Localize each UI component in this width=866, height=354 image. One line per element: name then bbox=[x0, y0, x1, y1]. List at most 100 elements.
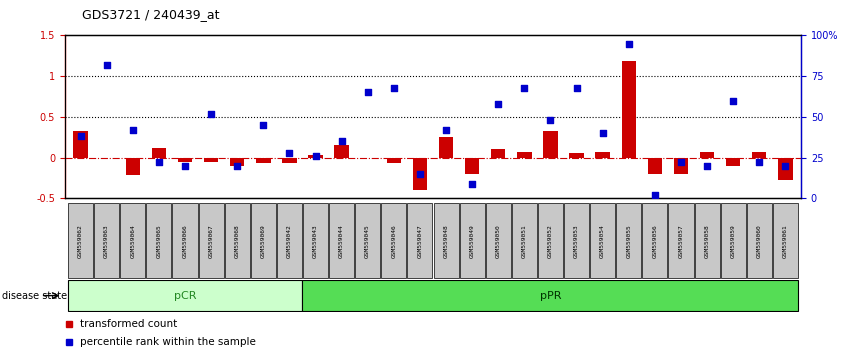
Bar bbox=[517, 152, 532, 158]
Bar bbox=[752, 152, 766, 158]
Bar bbox=[695, 203, 720, 278]
Bar bbox=[172, 203, 197, 278]
Text: GSM559057: GSM559057 bbox=[678, 224, 683, 258]
Bar bbox=[251, 203, 276, 278]
Text: GSM559048: GSM559048 bbox=[443, 224, 449, 258]
Bar bbox=[726, 158, 740, 166]
Bar bbox=[648, 158, 662, 174]
Bar bbox=[596, 152, 610, 158]
Text: GSM559050: GSM559050 bbox=[495, 224, 501, 258]
Point bbox=[439, 127, 453, 133]
Text: GSM559049: GSM559049 bbox=[469, 224, 475, 258]
Bar bbox=[329, 203, 354, 278]
Bar bbox=[152, 148, 166, 158]
Point bbox=[178, 163, 192, 169]
Point bbox=[727, 98, 740, 103]
Point bbox=[570, 85, 584, 90]
Point bbox=[387, 85, 401, 90]
Point bbox=[544, 117, 558, 123]
Bar bbox=[643, 203, 668, 278]
Text: GSM559042: GSM559042 bbox=[287, 224, 292, 258]
Bar bbox=[277, 203, 302, 278]
Bar bbox=[230, 158, 244, 166]
Bar bbox=[302, 280, 798, 311]
Point bbox=[753, 160, 766, 165]
Point bbox=[361, 90, 375, 95]
Bar bbox=[308, 155, 323, 158]
Point bbox=[152, 160, 166, 165]
Text: GSM559051: GSM559051 bbox=[522, 224, 527, 258]
Point bbox=[308, 153, 322, 159]
Text: GSM559043: GSM559043 bbox=[313, 224, 318, 258]
Bar bbox=[386, 158, 401, 163]
Bar bbox=[590, 203, 615, 278]
Bar bbox=[224, 203, 249, 278]
Text: GSM559055: GSM559055 bbox=[626, 224, 631, 258]
Text: GSM559044: GSM559044 bbox=[339, 224, 344, 258]
Bar bbox=[622, 62, 636, 158]
Bar bbox=[74, 131, 87, 158]
Bar bbox=[204, 158, 218, 162]
Bar bbox=[256, 158, 270, 163]
Text: GSM559045: GSM559045 bbox=[365, 224, 371, 258]
Text: GSM559054: GSM559054 bbox=[600, 224, 605, 258]
Bar bbox=[198, 203, 223, 278]
Bar bbox=[146, 203, 171, 278]
Text: GSM559069: GSM559069 bbox=[261, 224, 266, 258]
Bar bbox=[303, 203, 328, 278]
Text: GSM559058: GSM559058 bbox=[705, 224, 709, 258]
Text: GSM559059: GSM559059 bbox=[731, 224, 736, 258]
Text: GSM559061: GSM559061 bbox=[783, 224, 788, 258]
Point bbox=[517, 85, 531, 90]
Bar bbox=[721, 203, 746, 278]
Point bbox=[230, 163, 244, 169]
Text: GSM559047: GSM559047 bbox=[417, 224, 423, 258]
Point bbox=[622, 41, 636, 46]
Point bbox=[413, 171, 427, 177]
Bar bbox=[434, 203, 459, 278]
Bar bbox=[772, 203, 798, 278]
Text: GSM559056: GSM559056 bbox=[652, 224, 657, 258]
Text: GSM559063: GSM559063 bbox=[104, 224, 109, 258]
Bar bbox=[120, 203, 145, 278]
Bar bbox=[669, 203, 694, 278]
Point bbox=[282, 150, 296, 155]
Point bbox=[74, 133, 87, 139]
Bar bbox=[543, 131, 558, 158]
Point bbox=[465, 181, 479, 187]
Bar bbox=[334, 144, 349, 158]
Bar bbox=[491, 149, 506, 158]
Point bbox=[596, 130, 610, 136]
Bar bbox=[282, 158, 297, 163]
Text: GSM559060: GSM559060 bbox=[757, 224, 762, 258]
Bar bbox=[746, 203, 772, 278]
Bar bbox=[439, 137, 453, 158]
Point bbox=[126, 127, 139, 133]
Text: GSM559064: GSM559064 bbox=[130, 224, 135, 258]
Bar bbox=[465, 158, 480, 174]
Point bbox=[204, 111, 218, 116]
Text: GSM559062: GSM559062 bbox=[78, 224, 83, 258]
Text: pCR: pCR bbox=[174, 291, 197, 301]
Point bbox=[100, 62, 113, 68]
Point bbox=[648, 192, 662, 198]
Text: GSM559052: GSM559052 bbox=[548, 224, 553, 258]
Bar bbox=[486, 203, 511, 278]
Bar bbox=[413, 158, 427, 190]
Bar bbox=[178, 158, 192, 161]
Text: percentile rank within the sample: percentile rank within the sample bbox=[80, 337, 255, 347]
Text: pPR: pPR bbox=[540, 291, 561, 301]
Bar bbox=[381, 203, 406, 278]
Bar bbox=[700, 152, 714, 158]
Point bbox=[779, 163, 792, 169]
Bar bbox=[564, 203, 589, 278]
Bar bbox=[779, 158, 792, 180]
Bar bbox=[68, 280, 302, 311]
Bar bbox=[407, 203, 432, 278]
Bar bbox=[674, 158, 688, 174]
Text: GSM559068: GSM559068 bbox=[235, 224, 240, 258]
Text: transformed count: transformed count bbox=[80, 319, 177, 329]
Bar bbox=[355, 203, 380, 278]
Point bbox=[491, 101, 505, 107]
Text: GSM559067: GSM559067 bbox=[209, 224, 214, 258]
